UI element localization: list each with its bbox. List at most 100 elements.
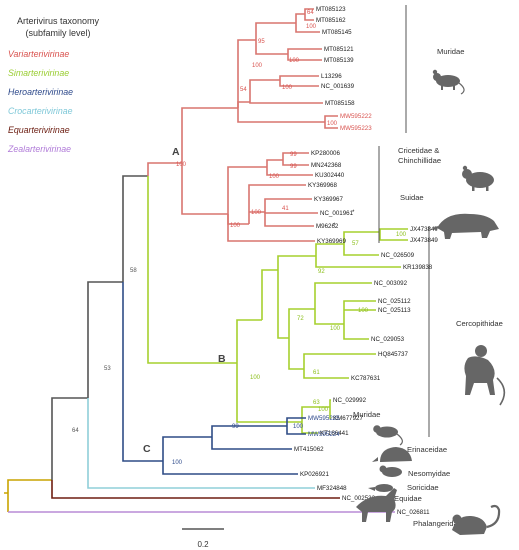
bootstrap-value: 100 [230, 223, 241, 229]
clade-label-c: C [143, 443, 151, 455]
tip-label: JX473849 [410, 237, 438, 244]
tip-label: KT166441 [320, 430, 349, 437]
host-nesomyidae: Nesomyidae [408, 469, 450, 478]
tip-label: MT415062 [294, 446, 324, 453]
tip-label: NC_001639 [321, 83, 355, 90]
tip-label: MT085158 [325, 100, 355, 107]
root-branches [4, 175, 395, 513]
tip-label-highlight: MW595223 [340, 125, 372, 132]
crocarterivirinae-branch [87, 398, 315, 489]
legend-simarterivirinae: Simarterivirinae [8, 68, 69, 78]
equarterivirinae-branch [51, 480, 340, 499]
bootstrap-value: 100 [251, 210, 262, 216]
bootstrap-value: 100 [269, 174, 280, 180]
tip-label: NC_029992 [333, 397, 367, 404]
monkey-icon [464, 345, 506, 406]
tip-label: KC787631 [351, 375, 381, 382]
bootstrap-value: 58 [130, 268, 137, 274]
bootstrap-value: 72 [297, 316, 304, 322]
tip-labels: MT085123 MT085162 MT085145 MT085121 MT08… [294, 6, 438, 516]
backbone-ab [122, 175, 148, 282]
host-cricetidae-line2: Chinchillidae [398, 156, 441, 165]
tip-label: NC_029053 [371, 336, 405, 343]
host-brackets [378, 5, 430, 437]
tip-label: NC_026509 [381, 252, 415, 259]
legend-title-line2: (subfamily level) [25, 28, 90, 38]
asterisk-marker: * [352, 209, 355, 216]
bootstrap-value: 100 [330, 326, 341, 332]
host-cricetidae-line1: Cricetidae & [398, 146, 439, 155]
mouse-icon [432, 69, 465, 95]
bootstrap-value: 100 [250, 375, 261, 381]
tip-label-highlight: MW595222 [340, 113, 372, 120]
heroarterivirinae-stem [122, 282, 163, 462]
legend-title-line1: Arterivirus taxonomy [17, 16, 100, 26]
tip-label: KP026921 [300, 471, 329, 478]
host-silhouettes [356, 69, 506, 535]
tip-label: KR139838 [403, 264, 433, 271]
bootstrap-value: 41 [282, 206, 289, 212]
bootstrap-value: 99 [290, 152, 297, 158]
nesomyid-icon [379, 465, 402, 477]
horse-icon [356, 488, 397, 522]
bootstrap-value: 53 [104, 366, 111, 372]
bootstrap-value: 100 [327, 121, 338, 127]
root-branch [4, 479, 52, 512]
legend-crocarterivirinae: Crocarterivirinae [8, 106, 73, 116]
tip-label: KY369967 [314, 196, 343, 203]
clade-c-branches [162, 417, 306, 475]
tip-label: KU302440 [315, 172, 345, 179]
bootstrap-value: 100 [358, 308, 369, 314]
tip-label: NC_026811 [397, 509, 430, 516]
scale-bar-label: 0.2 [197, 540, 209, 549]
legend: Arterivirus taxonomy (subfamily level) V… [7, 16, 100, 154]
bootstrap-value: 99 [290, 164, 297, 170]
tip-label: NC_001961 [320, 210, 354, 217]
tip-label: NC_025112 [378, 298, 411, 305]
tip-label: NC_003092 [374, 280, 408, 287]
host-labels: Muridae Cricetidae & Chinchillidae Suida… [353, 47, 503, 528]
bootstrap-value: 99 [232, 424, 239, 430]
tip-label: L13296 [321, 73, 342, 80]
bootstrap-value: 92 [318, 269, 325, 275]
tip-label: MT085145 [322, 29, 352, 36]
bootstrap-value: 100 [176, 162, 187, 168]
clade-a-branches [147, 8, 338, 242]
legend-equarterivirinae: Equarterivirinae [8, 125, 70, 135]
host-suidae: Suidae [400, 193, 424, 202]
tip-label: JX473847 [410, 226, 438, 233]
legend-zealarterivirinae: Zealarterivirinae [7, 144, 71, 154]
tip-label: MT085139 [324, 57, 354, 64]
bootstrap-value: 100 [172, 460, 183, 466]
backbone-branch [51, 397, 88, 480]
tip-label-highlight: MW595225 [308, 415, 340, 422]
bootstrap-value: 57 [352, 241, 359, 247]
tip-label: KY369969 [317, 238, 346, 245]
tip-label: KY369968 [308, 182, 337, 189]
bootstrap-value: 100 [306, 24, 317, 30]
bootstrap-value: 100 [318, 407, 329, 413]
tip-label: MT085123 [316, 6, 346, 13]
host-muridae-c: Muridae [353, 410, 380, 419]
host-cercopithidae: Cercopithidae [456, 319, 503, 328]
tip-label: HQ845737 [378, 351, 408, 358]
bootstrap-value: 64 [307, 10, 314, 16]
clade-b-branches [147, 176, 408, 434]
host-erinaceidae: Erinaceidae [407, 445, 447, 454]
tip-label: NC_025113 [378, 307, 411, 314]
tip-label-highlight: MW595224 [308, 431, 340, 438]
rat-icon [373, 425, 403, 446]
bootstrap-value: 100 [282, 85, 293, 91]
tip-label: MF324848 [317, 485, 347, 492]
tip-label: MN242368 [311, 162, 342, 169]
bootstrap-value: 100 [396, 232, 407, 238]
tip-label: KM677927 [333, 415, 363, 422]
shrew-icon [368, 484, 393, 492]
host-muridae: Muridae [437, 47, 464, 56]
bootstrap-value: 63 [313, 400, 320, 406]
tip-label: MT085121 [324, 46, 354, 53]
boar-icon [432, 213, 499, 239]
host-equidae: Equidae [394, 494, 422, 503]
